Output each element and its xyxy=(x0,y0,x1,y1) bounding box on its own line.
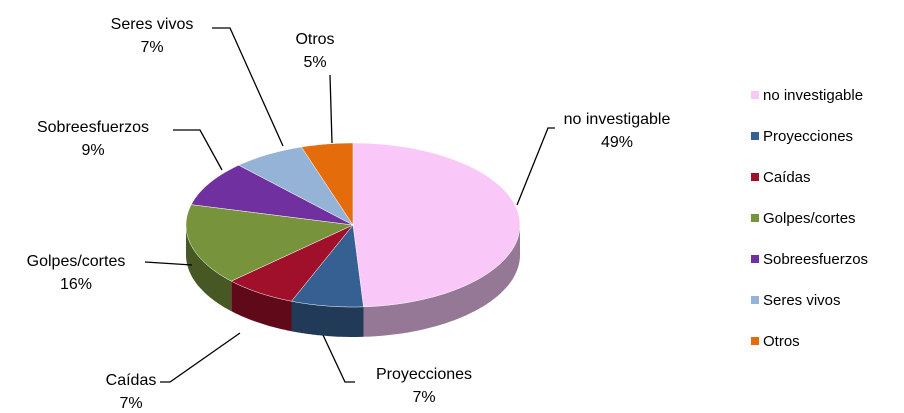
legend-label: Proyecciones xyxy=(763,128,853,145)
slice-value-label: 7% xyxy=(140,39,163,56)
legend-swatch xyxy=(751,214,759,222)
slice-label: no investigable xyxy=(564,111,671,128)
legend-label: Sobreesfuerzos xyxy=(763,251,868,268)
legend-label: no investigable xyxy=(763,87,863,104)
pie-side xyxy=(231,281,292,332)
leader-line xyxy=(322,334,355,383)
pie-slice xyxy=(291,224,364,308)
slice-label: Caídas xyxy=(106,372,157,389)
slice-value-label: 49% xyxy=(601,134,633,151)
slice-value-label: 7% xyxy=(119,395,142,408)
pie-side xyxy=(186,225,232,312)
leader-line xyxy=(329,74,333,144)
legend-label: Golpes/cortes xyxy=(763,210,856,227)
legend-swatch xyxy=(751,91,759,99)
pie-slice xyxy=(238,146,354,226)
pie-slice xyxy=(190,164,354,226)
leader-line xyxy=(516,127,555,206)
legend-swatch xyxy=(751,255,759,263)
pie-side xyxy=(363,225,520,337)
pie-slice xyxy=(185,204,354,282)
slice-label: Golpes/cortes xyxy=(27,253,126,270)
legend-swatch xyxy=(751,132,759,140)
slice-value-label: 9% xyxy=(81,142,104,159)
legend-label: Caídas xyxy=(763,169,811,186)
slice-label: Proyecciones xyxy=(376,366,472,383)
slice-value-label: 16% xyxy=(60,276,92,293)
leader-line xyxy=(173,129,223,171)
pie-slice xyxy=(300,142,354,226)
leader-line xyxy=(144,261,193,266)
slice-value-label: 5% xyxy=(303,54,326,71)
slice-label: Seres vivos xyxy=(111,16,194,33)
legend-label: Otros xyxy=(763,333,800,350)
legend-swatch xyxy=(751,296,759,304)
slice-value-label: 7% xyxy=(412,389,435,406)
legend-swatch xyxy=(751,173,759,181)
pie-slice xyxy=(230,224,354,302)
legend-label: Seres vivos xyxy=(763,292,841,309)
legend-swatch xyxy=(751,337,759,345)
pie-side xyxy=(291,301,364,337)
leader-line xyxy=(160,332,241,383)
leader-line xyxy=(212,27,284,147)
pie-slice xyxy=(352,142,521,308)
slice-label: Sobreesfuerzos xyxy=(37,119,149,136)
slice-label: Otros xyxy=(295,31,334,48)
